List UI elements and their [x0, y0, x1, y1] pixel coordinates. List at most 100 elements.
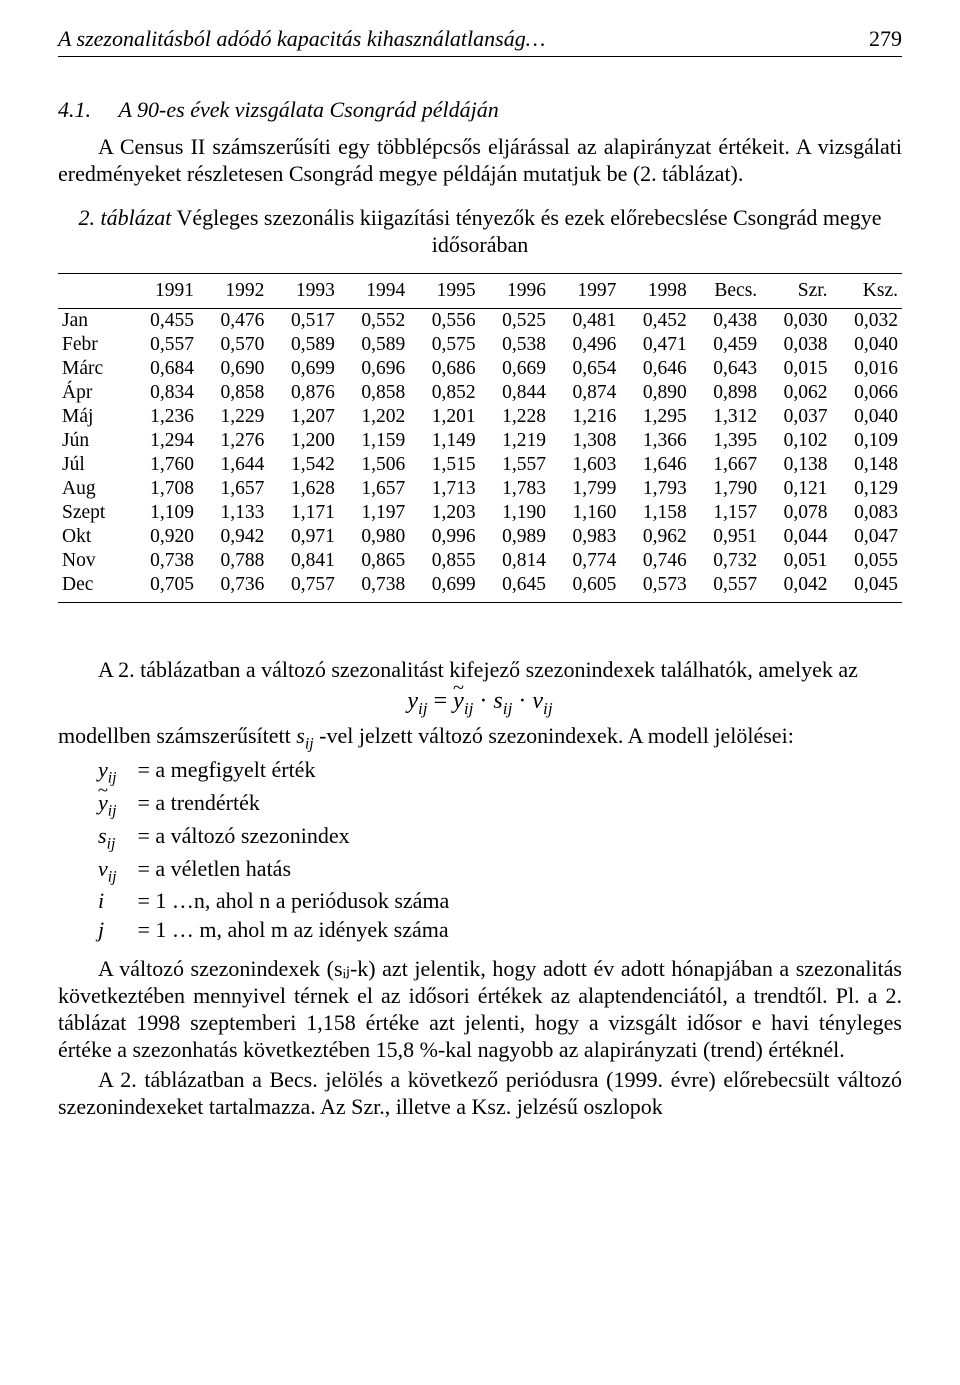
cell: 0,699: [268, 357, 338, 381]
cell: 0,557: [691, 573, 761, 603]
cell: 0,047: [832, 525, 902, 549]
cell: 0,121: [761, 477, 831, 501]
table-header-row: 19911992199319941995199619971998Becs.Szr…: [58, 274, 902, 309]
model-line: modellben számszerűsített sij -vel jelze…: [58, 723, 902, 754]
cell: 1,149: [409, 429, 479, 453]
cell: 0,045: [832, 573, 902, 603]
cell: 1,760: [128, 453, 198, 477]
row-label: Jan: [58, 309, 128, 334]
section-number: 4.1.: [58, 97, 91, 122]
cell: 0,643: [691, 357, 761, 381]
paragraph-explanation: A változó szezonindexek (sᵢⱼ-k) azt jele…: [58, 956, 902, 1063]
cell: 0,645: [480, 573, 550, 603]
cell: 1,395: [691, 429, 761, 453]
cell: 1,295: [620, 405, 690, 429]
cell: 1,308: [550, 429, 620, 453]
table-row: Ápr0,8340,8580,8760,8580,8520,8440,8740,…: [58, 381, 902, 405]
col-1993: 1993: [268, 274, 338, 309]
cell: 1,109: [128, 501, 198, 525]
col-Becs.: Becs.: [691, 274, 761, 309]
cell: 0,757: [268, 573, 338, 603]
cell: 1,628: [268, 477, 338, 501]
def-ytilde: yij = a trendérték: [98, 790, 902, 821]
section-title: A 90-es évek vizsgálata Csongrád példájá…: [119, 97, 499, 122]
cell: 1,229: [198, 405, 268, 429]
cell: 0,983: [550, 525, 620, 549]
table-row: Márc0,6840,6900,6990,6960,6860,6690,6540…: [58, 357, 902, 381]
cell: 0,040: [832, 333, 902, 357]
model-line-b: -vel jelzett változó szezonindexek. A mo…: [314, 723, 794, 748]
table-row: Júl1,7601,6441,5421,5061,5151,5571,6031,…: [58, 453, 902, 477]
table-body: Jan0,4550,4760,5170,5520,5560,5250,4810,…: [58, 309, 902, 603]
cell: 0,015: [761, 357, 831, 381]
cell: 0,852: [409, 381, 479, 405]
cell: 0,876: [268, 381, 338, 405]
cell: 0,732: [691, 549, 761, 573]
cell: 1,157: [691, 501, 761, 525]
cell: 0,686: [409, 357, 479, 381]
cell: 1,708: [128, 477, 198, 501]
cell: 1,160: [550, 501, 620, 525]
cell: 1,366: [620, 429, 690, 453]
col-1996: 1996: [480, 274, 550, 309]
cell: 0,038: [761, 333, 831, 357]
cell: 0,138: [761, 453, 831, 477]
cell: 0,476: [198, 309, 268, 334]
cell: 0,557: [128, 333, 198, 357]
cell: 0,841: [268, 549, 338, 573]
cell: 1,515: [409, 453, 479, 477]
cell: 0,962: [620, 525, 690, 549]
cell: 1,603: [550, 453, 620, 477]
cell: 1,207: [268, 405, 338, 429]
cell: 1,276: [198, 429, 268, 453]
cell: 0,774: [550, 549, 620, 573]
intro-paragraph: A Census II számszerűsíti egy többlépcső…: [58, 134, 902, 188]
cell: 0,669: [480, 357, 550, 381]
cell: 0,016: [832, 357, 902, 381]
def-j: j = 1 … m, ahol m az idények száma: [98, 917, 902, 944]
table-row: Jan0,4550,4760,5170,5520,5560,5250,4810,…: [58, 309, 902, 334]
cell: 1,133: [198, 501, 268, 525]
col-Ksz.: Ksz.: [832, 274, 902, 309]
cell: 0,996: [409, 525, 479, 549]
row-label: Okt: [58, 525, 128, 549]
col-1991: 1991: [128, 274, 198, 309]
table-head: 19911992199319941995199619971998Becs.Szr…: [58, 274, 902, 309]
cell: 1,171: [268, 501, 338, 525]
cell: 0,696: [339, 357, 409, 381]
cell: 0,654: [550, 357, 620, 381]
def-y: yij = a megfigyelt érték: [98, 757, 902, 788]
cell: 0,699: [409, 573, 479, 603]
cell: 0,989: [480, 525, 550, 549]
seasonal-factors-table: 19911992199319941995199619971998Becs.Szr…: [58, 273, 902, 603]
cell: 1,312: [691, 405, 761, 429]
cell: 1,228: [480, 405, 550, 429]
row-label: Febr: [58, 333, 128, 357]
row-label: Máj: [58, 405, 128, 429]
cell: 0,573: [620, 573, 690, 603]
cell: 0,438: [691, 309, 761, 334]
cell: 0,898: [691, 381, 761, 405]
cell: 0,844: [480, 381, 550, 405]
model-formula: yij = yij · sij · vij: [58, 688, 902, 719]
definitions-list: yij = a megfigyelt érték yij = a trendér…: [98, 757, 902, 944]
cell: 0,589: [339, 333, 409, 357]
cell: 1,219: [480, 429, 550, 453]
cell: 0,942: [198, 525, 268, 549]
cell: 0,589: [268, 333, 338, 357]
row-label: Márc: [58, 357, 128, 381]
cell: 1,542: [268, 453, 338, 477]
cell: 0,032: [832, 309, 902, 334]
cell: 0,980: [339, 525, 409, 549]
row-label: Ápr: [58, 381, 128, 405]
table-row: Jún1,2941,2761,2001,1591,1491,2191,3081,…: [58, 429, 902, 453]
cell: 0,646: [620, 357, 690, 381]
cell: 0,525: [480, 309, 550, 334]
cell: 0,971: [268, 525, 338, 549]
cell: 1,713: [409, 477, 479, 501]
row-label: Nov: [58, 549, 128, 573]
model-line-a: modellben számszerűsített: [58, 723, 296, 748]
cell: 0,102: [761, 429, 831, 453]
table-row: Nov0,7380,7880,8410,8650,8550,8140,7740,…: [58, 549, 902, 573]
cell: 0,858: [198, 381, 268, 405]
